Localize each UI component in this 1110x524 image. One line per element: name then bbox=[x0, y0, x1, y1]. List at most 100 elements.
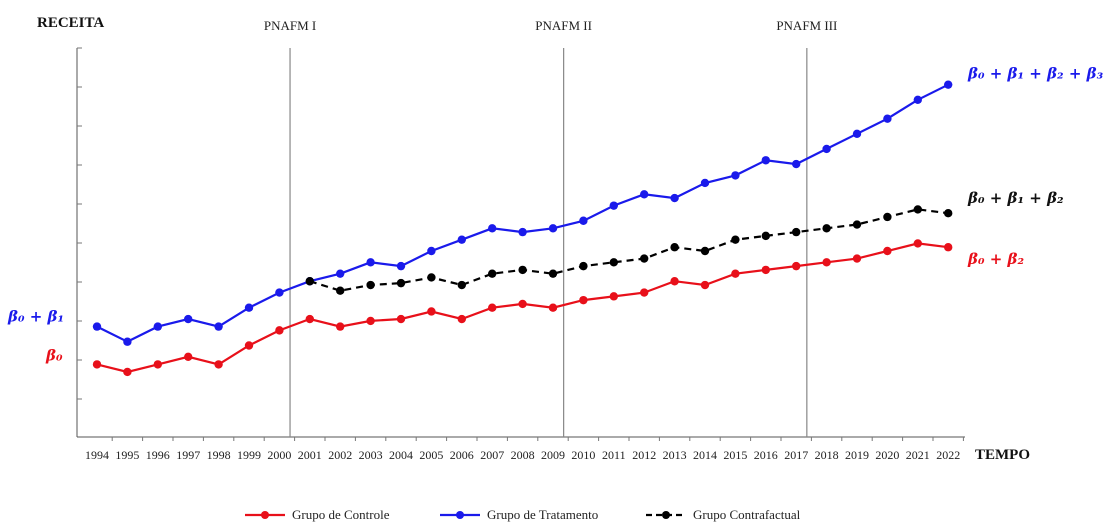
period-label: PNAFM I bbox=[264, 18, 316, 33]
series-group bbox=[92, 80, 953, 377]
data-point bbox=[883, 212, 892, 222]
data-point bbox=[731, 171, 740, 180]
data-point bbox=[153, 322, 162, 331]
data-point bbox=[518, 227, 527, 237]
data-point bbox=[305, 277, 314, 286]
x-ticks: 1994 1995 1996 1997 1998 1999 2000 2001 2002 2003… bbox=[85, 437, 964, 462]
data-point bbox=[731, 269, 740, 278]
x-tick-label: 2022 bbox=[936, 448, 960, 462]
data-point bbox=[731, 235, 740, 244]
x-tick-label: 2011 bbox=[602, 448, 626, 462]
data-point bbox=[913, 95, 922, 105]
y-axis-title: RECEITA bbox=[37, 15, 104, 31]
data-point bbox=[761, 156, 770, 165]
data-point bbox=[852, 129, 862, 139]
data-point bbox=[944, 243, 953, 252]
data-point bbox=[883, 114, 892, 123]
data-point bbox=[579, 216, 588, 225]
data-point bbox=[670, 277, 679, 286]
x-tick-label: 1994 bbox=[85, 448, 109, 462]
x-tick-label: 2014 bbox=[693, 448, 717, 462]
x-tick-label: 2020 bbox=[875, 448, 899, 462]
end-label: β₀ + β₁ + β₂ + β₃ bbox=[967, 65, 1104, 83]
x-tick-label: 2017 bbox=[784, 448, 808, 462]
x-tick-label: 2013 bbox=[663, 448, 687, 462]
x-tick-label: 1996 bbox=[146, 448, 170, 462]
x-tick-label: 1998 bbox=[207, 448, 231, 462]
data-point bbox=[336, 322, 345, 331]
data-point bbox=[396, 314, 406, 324]
data-point bbox=[852, 254, 862, 263]
end-label: β₀ + β₂ bbox=[967, 250, 1025, 268]
data-point bbox=[700, 280, 710, 290]
data-point bbox=[822, 224, 831, 233]
legend-label: Grupo Contrafactual bbox=[693, 507, 801, 522]
data-point bbox=[883, 246, 892, 256]
x-tick-label: 2015 bbox=[723, 448, 747, 462]
data-point bbox=[852, 220, 862, 229]
legend-marker bbox=[662, 511, 670, 519]
data-point bbox=[336, 269, 345, 278]
data-point bbox=[396, 278, 406, 288]
data-point bbox=[396, 261, 406, 271]
legend: Grupo de Controle Grupo de Tratamento Grup… bbox=[245, 507, 801, 522]
end-label: β₀ + β₁ + β₂ bbox=[967, 189, 1064, 207]
data-point bbox=[640, 288, 649, 297]
data-point bbox=[548, 269, 558, 278]
legend-marker bbox=[261, 511, 269, 519]
data-point bbox=[640, 254, 649, 263]
series-line-2 bbox=[309, 208, 949, 292]
data-point bbox=[92, 322, 102, 331]
data-point bbox=[700, 246, 710, 256]
data-point bbox=[579, 261, 588, 271]
data-point bbox=[822, 144, 831, 154]
data-point bbox=[457, 280, 466, 290]
period-lines: PNAFM I PNAFM II PNAFM III bbox=[264, 18, 837, 437]
data-point bbox=[548, 303, 558, 312]
data-point bbox=[427, 246, 436, 256]
data-point bbox=[792, 261, 801, 271]
x-tick-label: 2000 bbox=[267, 448, 291, 462]
data-point bbox=[336, 286, 345, 295]
x-tick-label: 2002 bbox=[328, 448, 352, 462]
start-label: β₀ + β₁ bbox=[7, 308, 64, 326]
x-tick-label: 2007 bbox=[480, 448, 504, 462]
data-point bbox=[913, 239, 922, 248]
data-point bbox=[822, 258, 831, 267]
data-point bbox=[609, 201, 618, 210]
legend-label: Grupo de Tratamento bbox=[487, 507, 598, 522]
data-point bbox=[123, 367, 132, 377]
x-tick-label: 2018 bbox=[815, 448, 839, 462]
data-point bbox=[548, 224, 558, 233]
data-point bbox=[700, 178, 710, 188]
data-point bbox=[244, 303, 254, 312]
data-point bbox=[457, 235, 466, 244]
x-tick-label: 1995 bbox=[115, 448, 139, 462]
data-point bbox=[184, 314, 193, 324]
x-axis-title: TEMPO bbox=[975, 447, 1030, 463]
data-point bbox=[153, 360, 162, 369]
data-point bbox=[761, 265, 770, 275]
data-point bbox=[123, 337, 132, 346]
data-point bbox=[214, 322, 223, 331]
data-point bbox=[609, 292, 618, 301]
data-point bbox=[792, 159, 801, 169]
data-point bbox=[640, 190, 649, 199]
x-tick-label: 2016 bbox=[754, 448, 778, 462]
x-tick-label: 2019 bbox=[845, 448, 869, 462]
beta-labels: β₀ + β₂ β₀ β₀ + β₁ + β₂ + β₃ β₀ + β₁ β₀ + β₁… bbox=[7, 65, 1104, 365]
data-point bbox=[518, 299, 527, 309]
x-tick-label: 1999 bbox=[237, 448, 261, 462]
data-point bbox=[761, 231, 770, 241]
x-tick-label: 2008 bbox=[511, 448, 535, 462]
data-point bbox=[275, 326, 284, 335]
data-point bbox=[366, 258, 375, 267]
data-point bbox=[244, 341, 254, 350]
y-ticks bbox=[77, 47, 82, 400]
data-point bbox=[92, 360, 102, 369]
data-point bbox=[944, 80, 953, 89]
period-label: PNAFM III bbox=[776, 18, 837, 33]
data-point bbox=[457, 314, 466, 324]
data-point bbox=[792, 227, 801, 237]
